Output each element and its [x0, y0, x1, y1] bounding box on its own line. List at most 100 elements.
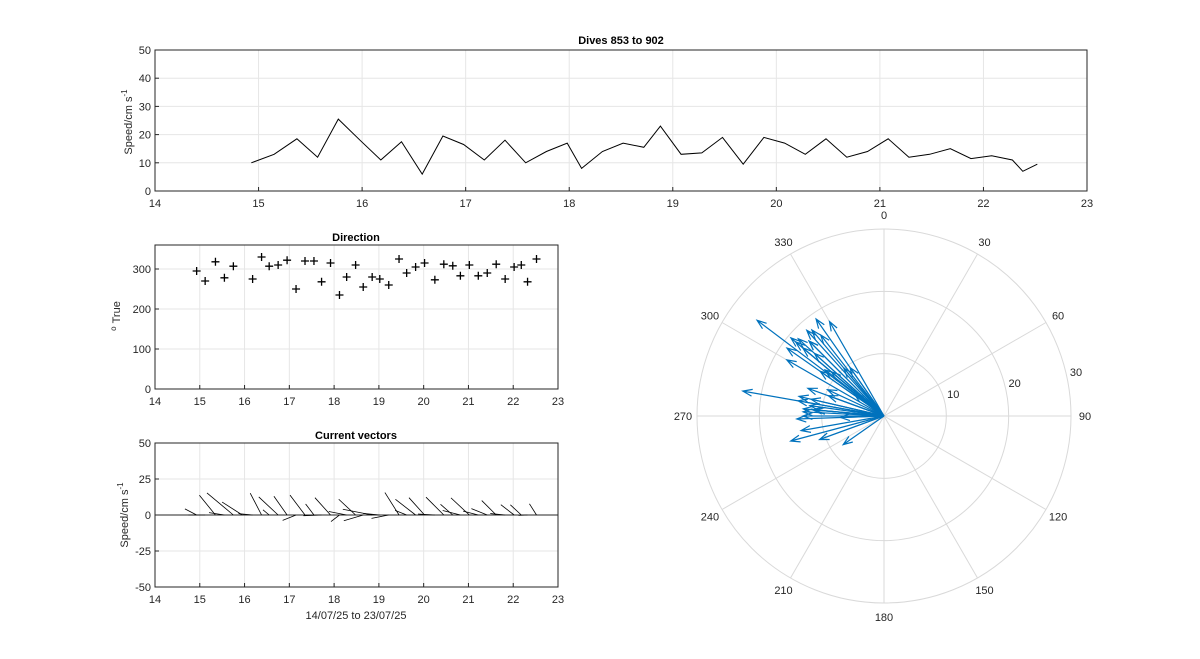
direction-point — [335, 291, 344, 299]
current-vector — [282, 514, 297, 521]
polar-angle-label: 60 — [1052, 311, 1064, 323]
vectors-x-ticks: 14 15 16 17 18 19 20 21 22 23 — [149, 583, 564, 606]
x-tick-label: 15 — [194, 396, 206, 408]
current-vector — [328, 511, 347, 516]
polar-radial-labels: 10 20 30 — [947, 367, 1082, 401]
direction-axes-box — [154, 244, 559, 390]
direction-point — [411, 263, 420, 271]
x-tick-label: 19 — [373, 396, 385, 408]
polar-spoke — [883, 253, 978, 417]
current-vector — [303, 514, 322, 517]
direction-point — [517, 261, 526, 269]
x-tick-label: 17 — [283, 594, 295, 606]
direction-point — [402, 269, 411, 277]
x-tick-label: 14 — [149, 198, 161, 210]
polar-arrow — [830, 370, 885, 417]
vectors-ylabel-text: Speed/cm s — [119, 489, 131, 548]
current-vector — [273, 496, 288, 516]
polar-arrows — [741, 317, 885, 446]
x-tick-label: 20 — [418, 396, 430, 408]
x-tick-label: 18 — [328, 396, 340, 408]
current-vector — [395, 498, 416, 516]
current-vector — [208, 512, 225, 516]
direction-point — [192, 267, 201, 275]
direction-grid — [154, 245, 559, 390]
speed-title: Dives 853 to 902 — [578, 35, 664, 47]
x-tick-label: 22 — [507, 396, 519, 408]
speed-grid — [154, 49, 1088, 192]
speed-y-ticks: 0 10 20 30 40 50 — [139, 45, 159, 198]
speed-ylabel: Speed/cm s-1 — [120, 89, 135, 155]
polar-arrow — [842, 366, 885, 417]
direction-ylabel-prefix: o — [109, 326, 118, 331]
current-vector — [314, 497, 331, 516]
direction-point — [465, 261, 474, 269]
polar-angle-label: 300 — [701, 311, 719, 323]
vectors-xlabel: 14/07/25 to 23/07/25 — [306, 610, 407, 622]
direction-point — [292, 285, 301, 293]
y-tick-label: 0 — [145, 186, 151, 198]
current-vector — [199, 494, 216, 516]
direction-point — [474, 271, 483, 280]
current-vector — [221, 501, 243, 516]
direction-point — [492, 260, 501, 269]
direction-point — [351, 261, 360, 269]
polar-angle-label: 330 — [774, 237, 792, 249]
current-vector — [394, 509, 407, 516]
polar-arrow — [809, 397, 885, 417]
polar-angle-label: 120 — [1049, 512, 1067, 524]
polar-radial-label: 10 — [947, 389, 959, 401]
current-vector — [249, 492, 262, 516]
current-vector — [289, 494, 306, 516]
current-vector — [408, 497, 425, 516]
direction-point — [301, 257, 310, 265]
y-tick-label: -25 — [135, 546, 151, 558]
y-tick-label: 25 — [139, 474, 151, 486]
x-tick-label: 16 — [238, 396, 250, 408]
current-vector — [184, 508, 197, 516]
y-tick-label: 50 — [139, 438, 151, 450]
vectors-title: Current vectors — [315, 430, 397, 442]
y-tick-label: 40 — [139, 73, 151, 85]
speed-timeseries-panel: 14 15 16 17 18 19 20 21 22 23 0 10 20 30 40 50 Dives 8… — [120, 35, 1093, 210]
polar-spoke — [790, 415, 885, 579]
current-vector — [258, 496, 279, 516]
current-vector — [481, 500, 497, 516]
current-vectors-panel: 14 15 16 17 18 19 20 21 22 23 -50 -25 0 25 50 Current… — [116, 430, 564, 622]
current-vector — [440, 504, 454, 516]
direction-ylabel-text: True — [111, 301, 123, 323]
y-tick-label: 10 — [139, 158, 151, 170]
direction-point — [342, 273, 351, 281]
direction-panel: 14 15 16 17 18 19 20 21 22 23 0 100 200 300 Directio… — [109, 232, 564, 408]
current-vector — [425, 496, 445, 516]
direction-point — [448, 261, 457, 270]
polar-spoke — [883, 322, 1047, 417]
speed-ylabel-exp: -1 — [120, 89, 129, 97]
polar-angle-label: 270 — [674, 411, 692, 423]
polar-angle-label: 90 — [1079, 411, 1091, 423]
speed-axes-box — [154, 49, 1088, 192]
speed-x-ticks: 14 15 16 17 18 19 20 21 22 23 — [149, 187, 1093, 210]
polar-arrow — [848, 366, 885, 417]
current-vector — [305, 503, 315, 516]
direction-point — [510, 263, 519, 271]
direction-point — [501, 275, 510, 283]
direction-point — [483, 269, 492, 277]
direction-point — [430, 275, 439, 284]
speed-series — [251, 118, 1038, 176]
direction-point — [523, 277, 532, 286]
direction-point — [211, 257, 220, 266]
x-tick-label: 16 — [238, 594, 250, 606]
x-tick-label: 23 — [552, 396, 564, 408]
current-vector — [529, 503, 537, 516]
direction-point — [309, 257, 318, 265]
direction-series — [192, 253, 541, 299]
polar-spoke — [883, 415, 1047, 510]
polar-arrow — [825, 388, 885, 417]
x-tick-label: 17 — [460, 198, 472, 210]
direction-point — [283, 256, 292, 265]
polar-radial-label: 30 — [1070, 367, 1082, 379]
x-tick-label: 23 — [1081, 198, 1093, 210]
vectors-y-ticks: -50 -25 0 25 50 — [135, 438, 159, 594]
